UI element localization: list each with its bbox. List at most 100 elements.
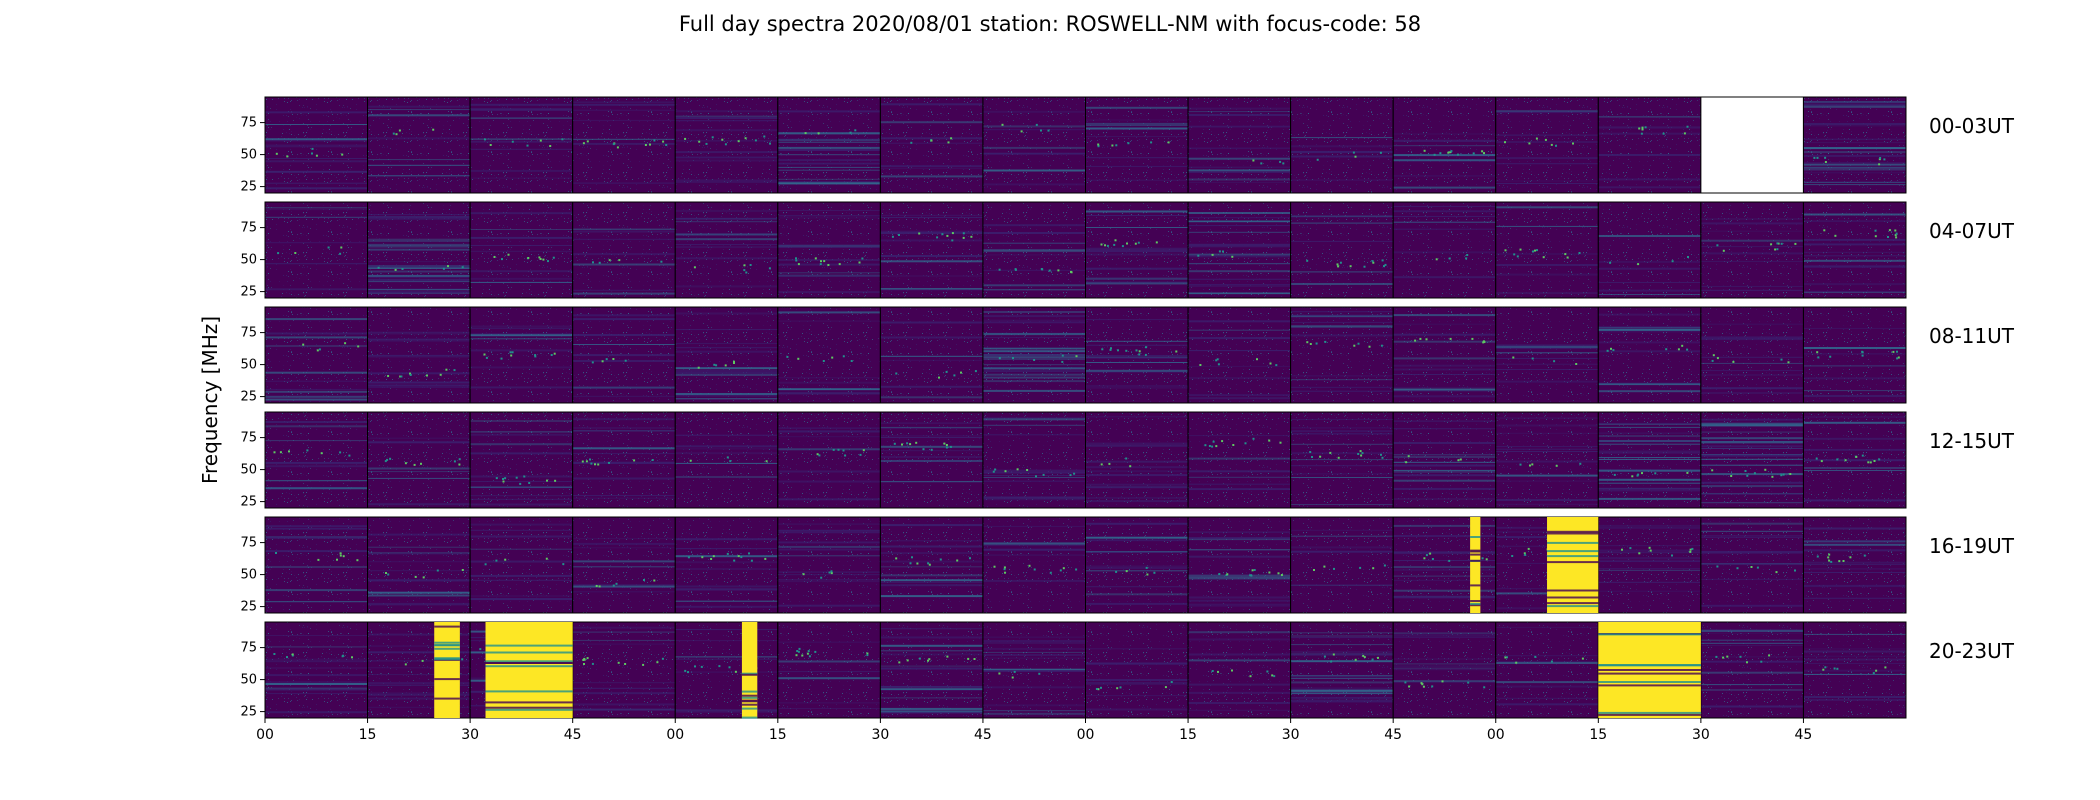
spectral-line [982,354,1086,356]
spectral-line [1393,175,1496,177]
signal-point [1383,564,1386,567]
spectral-line [982,242,1086,244]
spectral-line [675,374,778,376]
signal-point [693,266,696,269]
spectral-line [982,354,1086,356]
spectral-line [1495,348,1599,350]
signal-point [1097,688,1100,691]
signal-point [1361,452,1364,455]
spectral-line [1803,259,1906,262]
burst-line [1598,684,1701,687]
spectral-line [1803,105,1906,107]
signal-point [1894,234,1897,237]
spectral-line [1598,435,1701,437]
spectral-line [1085,344,1189,346]
spectral-line [367,570,471,572]
signal-point [591,361,594,364]
panel [1290,516,1394,614]
spectral-line [880,665,983,667]
spectral-line [982,289,1086,291]
spectral-line [367,441,471,444]
signal-point [916,562,919,565]
spectral-line [367,281,471,283]
signal-point [336,558,338,561]
panel [1802,96,1907,194]
spectral-line [1188,397,1291,400]
signal-point [461,658,464,661]
spectral-line [777,541,881,544]
spectral-line [1085,536,1189,539]
signal-point [1101,348,1104,351]
signal-point [1155,241,1158,244]
burst [1470,517,1481,613]
spectral-line [1495,111,1599,114]
spectral-line [675,370,778,373]
spectral-line [1803,163,1906,166]
spectral-line [367,114,471,117]
signal-point [1323,565,1326,568]
spectral-line [470,138,573,140]
signal-point [1638,127,1641,130]
spectral-line [1188,350,1291,352]
panel-background [1393,412,1496,508]
spectral-line [675,709,778,712]
signal-point [1746,474,1749,477]
signal-point [1481,150,1484,153]
signal-point [1073,472,1076,475]
signal-point [1641,128,1644,131]
panel-background [1803,622,1906,718]
spectral-line [265,209,368,211]
signal-point [831,356,834,359]
burst-line [1470,604,1481,607]
spectral-line [470,277,573,280]
spectral-line [572,639,676,641]
spectral-line [880,581,983,583]
signal-point [523,475,526,478]
spectral-line [1290,179,1394,181]
signal-point [1033,359,1036,361]
spectral-line [1290,677,1394,679]
spectral-line [1188,549,1291,551]
signal-point [1776,248,1779,251]
spectral-line [1393,395,1496,398]
y-tick-label: 75 [240,431,257,446]
spectral-line [367,384,471,387]
spectral-line [777,272,881,274]
signal-point [844,454,847,457]
spectral-line [1085,446,1189,447]
x-tick-label: 45 [1795,727,1813,743]
signal-point [1381,456,1384,459]
spectral-line [367,289,471,291]
spectral-line [777,545,881,548]
spectral-line [880,445,983,448]
spectral-line [1290,150,1394,153]
signal-point [320,452,323,455]
spectral-line [675,246,778,249]
spectral-line [1393,388,1496,391]
signal-point [1641,126,1644,129]
spectral-line [572,360,676,362]
spectral-line [982,316,1086,318]
signal-point [1550,143,1553,146]
spectral-line [1495,446,1599,448]
signal-point [1013,670,1016,673]
signal-point [1828,559,1831,562]
signal-point [1422,685,1425,688]
burst-line [741,703,758,706]
signal-point [665,144,668,146]
spectral-line [367,279,471,282]
panel [1700,516,1804,614]
panel [1597,201,1702,299]
signal-point [1838,560,1841,563]
y-tick-label: 75 [240,641,257,656]
spectral-line [982,434,1086,436]
spectral-line [572,263,676,266]
spectral-line [1188,253,1291,256]
spectral-line [367,248,471,251]
signal-point [797,263,800,266]
spectral-line [777,708,881,709]
signal-point [500,357,503,360]
signal-point [1419,337,1422,340]
signal-point [1504,141,1506,144]
